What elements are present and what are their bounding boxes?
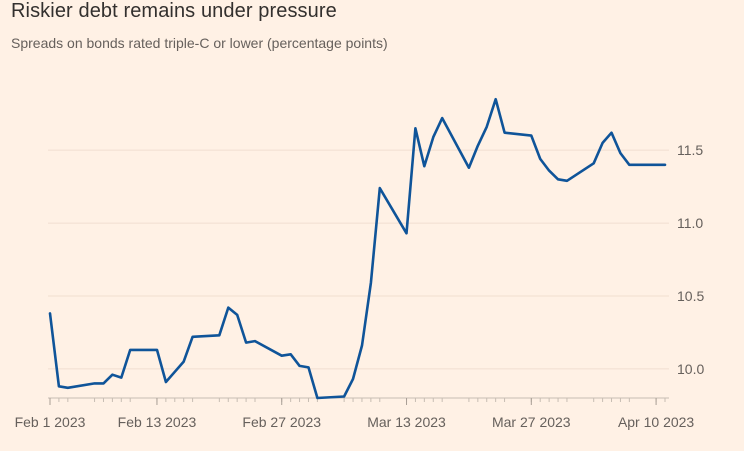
y-tick-label: 11.5: [677, 142, 703, 158]
x-tick-label: Feb 27 2023: [242, 414, 321, 430]
series-layer: [48, 97, 667, 400]
chart-title: Riskier debt remains under pressure: [11, 0, 337, 22]
series-line: [48, 97, 667, 400]
x-tick-label: Mar 13 2023: [367, 414, 446, 430]
x-tick-label: Mar 27 2023: [492, 414, 571, 430]
x-axis-ticks: Feb 1 2023 Feb 13 2023 Feb 27 2023 Mar 13 2…: [15, 397, 694, 430]
x-tick-label: Feb 13 2023: [118, 414, 197, 430]
x-tick-label: Feb 1 2023: [15, 414, 86, 430]
y-tick-label: 10.5: [677, 288, 704, 304]
y-tick-label: 10.0: [677, 361, 704, 377]
y-axis-ticks: 10.0 10.5 11.0 11.5: [677, 142, 704, 377]
chart-subtitle: Spreads on bonds rated triple-C or lower…: [11, 35, 388, 51]
y-tick-label: 11.0: [677, 215, 703, 231]
gridlines: [48, 149, 669, 370]
x-tick-label: Apr 10 2023: [618, 414, 694, 430]
